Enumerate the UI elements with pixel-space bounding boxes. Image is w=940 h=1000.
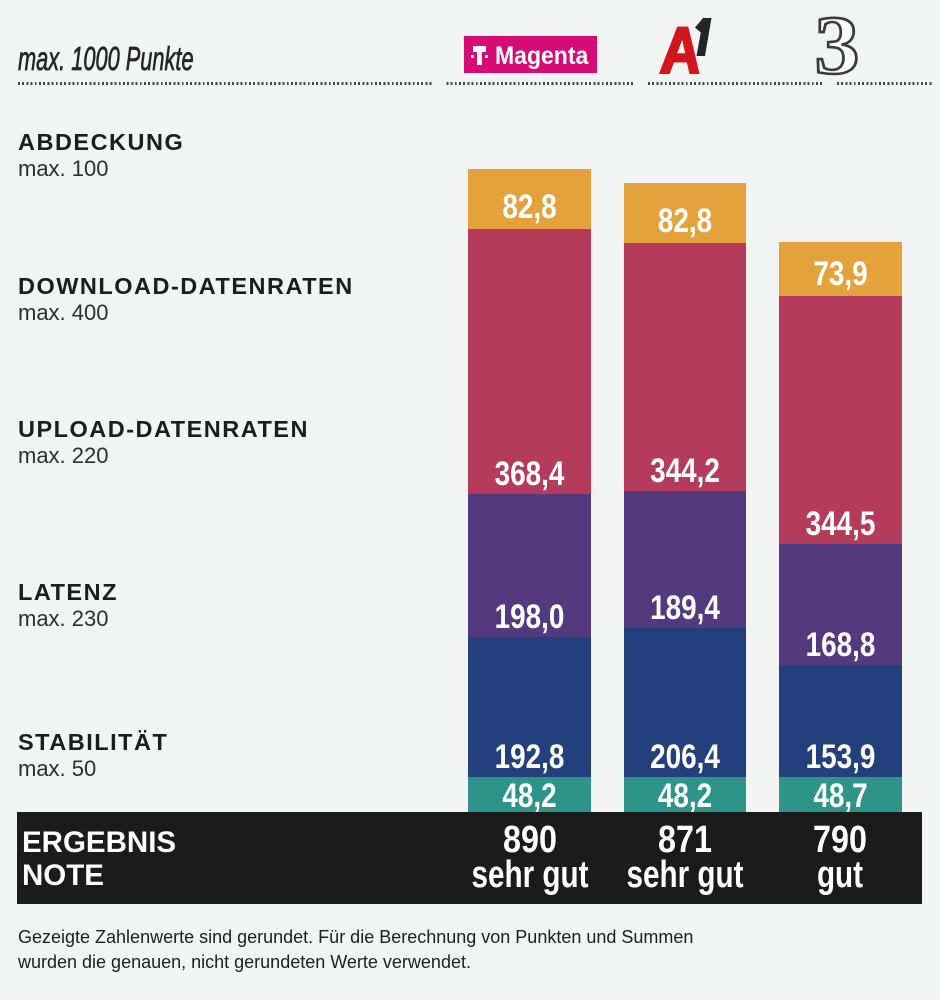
svg-text:3: 3 bbox=[815, 8, 860, 80]
